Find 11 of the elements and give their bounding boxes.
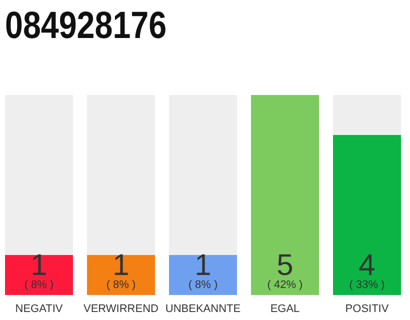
data-label: 1 ( 8% ) [106,249,136,291]
chart-title: 084928176 [5,4,167,47]
data-label: 5 ( 42% ) [267,249,303,291]
data-label: 4 ( 33% ) [349,249,385,291]
data-label: 1 ( 8% ) [24,249,54,291]
x-tick-label: VERWIRREND [84,303,159,315]
x-tick-label: NEGATIV [15,303,64,315]
x-tick-label: EGAL [270,303,300,315]
x-tick-label: UNBEKANNTE [165,303,241,315]
x-tick-label: POSITIV [345,303,390,315]
data-label: 1 ( 8% ) [188,249,218,291]
